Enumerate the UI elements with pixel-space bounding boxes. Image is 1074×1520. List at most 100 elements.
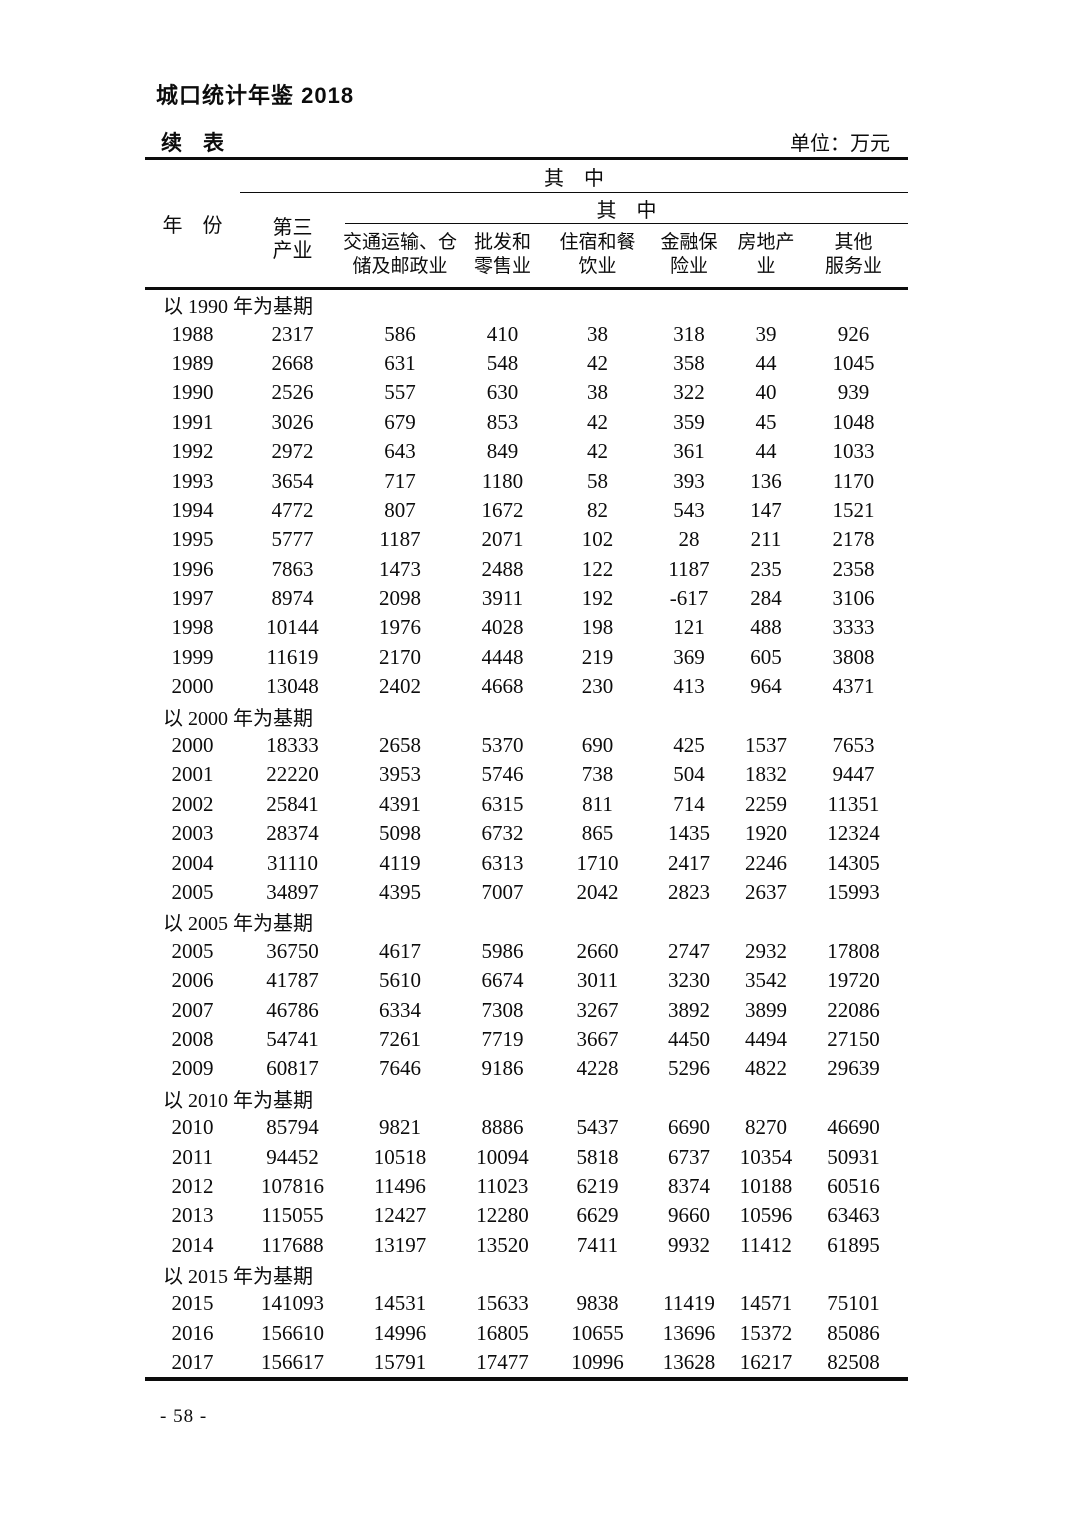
- book-title: 城口统计年鉴 2018: [156, 83, 355, 108]
- value-cell: 631: [384, 350, 416, 375]
- value-cell: 107816: [261, 1173, 324, 1198]
- value-cell: 102: [581, 527, 614, 552]
- year-cell: 2013: [171, 1203, 214, 1228]
- table-body: 以 1990 年为基期 1988 2317 586 410 38 318 39 926 1989 2…: [145, 290, 908, 1382]
- value-cell: 6334: [379, 997, 421, 1022]
- year-cell: 2016: [171, 1320, 214, 1345]
- table-row: 2002 25841 4391 6315 811 714 2259 11351: [145, 790, 908, 819]
- value-cell: 14571: [739, 1291, 793, 1316]
- value-cell: 13048: [266, 674, 319, 699]
- value-cell: 7646: [379, 1056, 421, 1081]
- table-row: 1993 3654 717 1180 58 393 136 1170: [145, 466, 908, 495]
- value-cell: 16805: [476, 1320, 529, 1345]
- subcol-header-finance-insurance: 金融保 险业: [660, 232, 718, 277]
- subcol-header-hotel-catering: 住宿和餐 饮业: [559, 232, 636, 277]
- table-top-rule: [145, 157, 908, 160]
- table-row: 2015 141093 14531 15633 9838 11419 14571 75101: [145, 1289, 908, 1318]
- value-cell: 1832: [745, 762, 787, 787]
- value-cell: 5098: [379, 821, 421, 846]
- value-cell: 6732: [481, 821, 524, 846]
- year-cell: 2017: [171, 1350, 214, 1375]
- value-cell: 1187: [379, 527, 421, 552]
- value-cell: 3808: [832, 644, 875, 669]
- value-cell: 7007: [481, 880, 524, 904]
- value-cell: 17477: [476, 1350, 529, 1375]
- continued-table-label: 续 表: [161, 132, 224, 155]
- value-cell: 58: [587, 468, 608, 493]
- value-cell: 2259: [745, 791, 787, 816]
- value-cell: 410: [486, 321, 519, 346]
- value-cell: 5746: [481, 762, 524, 787]
- value-cell: 136: [750, 468, 782, 493]
- value-cell: 6313: [481, 850, 524, 875]
- value-cell: 4822: [745, 1056, 787, 1081]
- value-cell: 31110: [267, 850, 318, 875]
- value-cell: 12280: [476, 1203, 529, 1228]
- value-cell: 38: [587, 380, 608, 405]
- value-cell: 5818: [576, 1144, 619, 1169]
- year-cell: 2003: [171, 821, 214, 846]
- value-cell: 3899: [745, 997, 787, 1022]
- value-cell: 717: [384, 468, 416, 493]
- value-cell: 3654: [271, 468, 314, 493]
- year-cell: 1993: [171, 468, 214, 493]
- value-cell: 2417: [668, 850, 710, 875]
- table-row: 1995 5777 1187 2071 102 28 211 2178: [145, 525, 908, 554]
- value-cell: 15993: [827, 880, 880, 904]
- value-cell: 10655: [571, 1320, 624, 1345]
- value-cell: 15372: [739, 1320, 793, 1345]
- year-cell: 1991: [171, 409, 214, 434]
- value-cell: 1672: [481, 497, 524, 522]
- section-label-row: 以 1990 年为基期: [163, 296, 313, 319]
- value-cell: 34897: [266, 880, 319, 904]
- page-number: - 58 -: [160, 1406, 208, 1427]
- value-cell: 5986: [481, 938, 524, 963]
- value-cell: 192: [581, 586, 614, 611]
- value-cell: 10596: [739, 1203, 793, 1228]
- value-cell: 2402: [379, 674, 421, 699]
- value-cell: 5370: [481, 733, 524, 758]
- value-cell: 6219: [576, 1173, 619, 1198]
- value-cell: 6315: [481, 791, 524, 816]
- value-cell: 5610: [379, 968, 421, 993]
- section-label-row: 以 2005 年为基期: [163, 913, 313, 936]
- subcol-header-real-estate: 房地产 业: [737, 232, 795, 277]
- value-cell: 230: [581, 674, 614, 699]
- section-label-row: 以 2010 年为基期: [163, 1089, 313, 1112]
- value-cell: 11419: [663, 1291, 715, 1316]
- value-cell: 8974: [271, 586, 314, 611]
- table-row: 2004 31110 4119 6313 1710 2417 2246 14305: [145, 848, 908, 877]
- value-cell: 10144: [266, 615, 319, 640]
- value-cell: 1435: [668, 821, 710, 846]
- value-cell: 60817: [266, 1056, 319, 1081]
- value-cell: 4448: [481, 644, 524, 669]
- value-cell: 11619: [266, 644, 319, 669]
- value-cell: -617: [669, 586, 709, 611]
- value-cell: 2658: [379, 733, 421, 758]
- value-cell: 2098: [379, 586, 421, 611]
- table-subhead: 续 表 单位：万元: [145, 127, 908, 157]
- year-cell: 2009: [171, 1056, 214, 1081]
- value-cell: 1537: [745, 733, 787, 758]
- value-cell: 27150: [827, 1026, 880, 1051]
- value-cell: 504: [673, 762, 705, 787]
- section-label-row: 以 2015 年为基期: [163, 1266, 313, 1289]
- value-cell: 7863: [271, 556, 314, 581]
- value-cell: 4395: [379, 880, 421, 904]
- value-cell: 42: [587, 350, 608, 375]
- value-cell: 2932: [745, 938, 787, 963]
- year-cell: 2000: [171, 674, 214, 699]
- table-row: 2009 60817 7646 9186 4228 5296 4822 29639: [145, 1054, 908, 1083]
- tertiary-industry-header-line1: 第三: [272, 216, 313, 239]
- value-cell: 60516: [827, 1173, 880, 1198]
- value-cell: 198: [581, 615, 614, 640]
- value-cell: 3230: [668, 968, 710, 993]
- value-cell: 318: [673, 321, 705, 346]
- value-cell: 9186: [481, 1056, 524, 1081]
- value-cell: 61895: [827, 1232, 880, 1257]
- value-cell: 85794: [266, 1115, 319, 1140]
- value-cell: 284: [750, 586, 782, 611]
- value-cell: 10354: [739, 1144, 793, 1169]
- value-cell: 11023: [476, 1173, 529, 1198]
- table-row: 1989 2668 631 548 42 358 44 1045: [145, 349, 908, 378]
